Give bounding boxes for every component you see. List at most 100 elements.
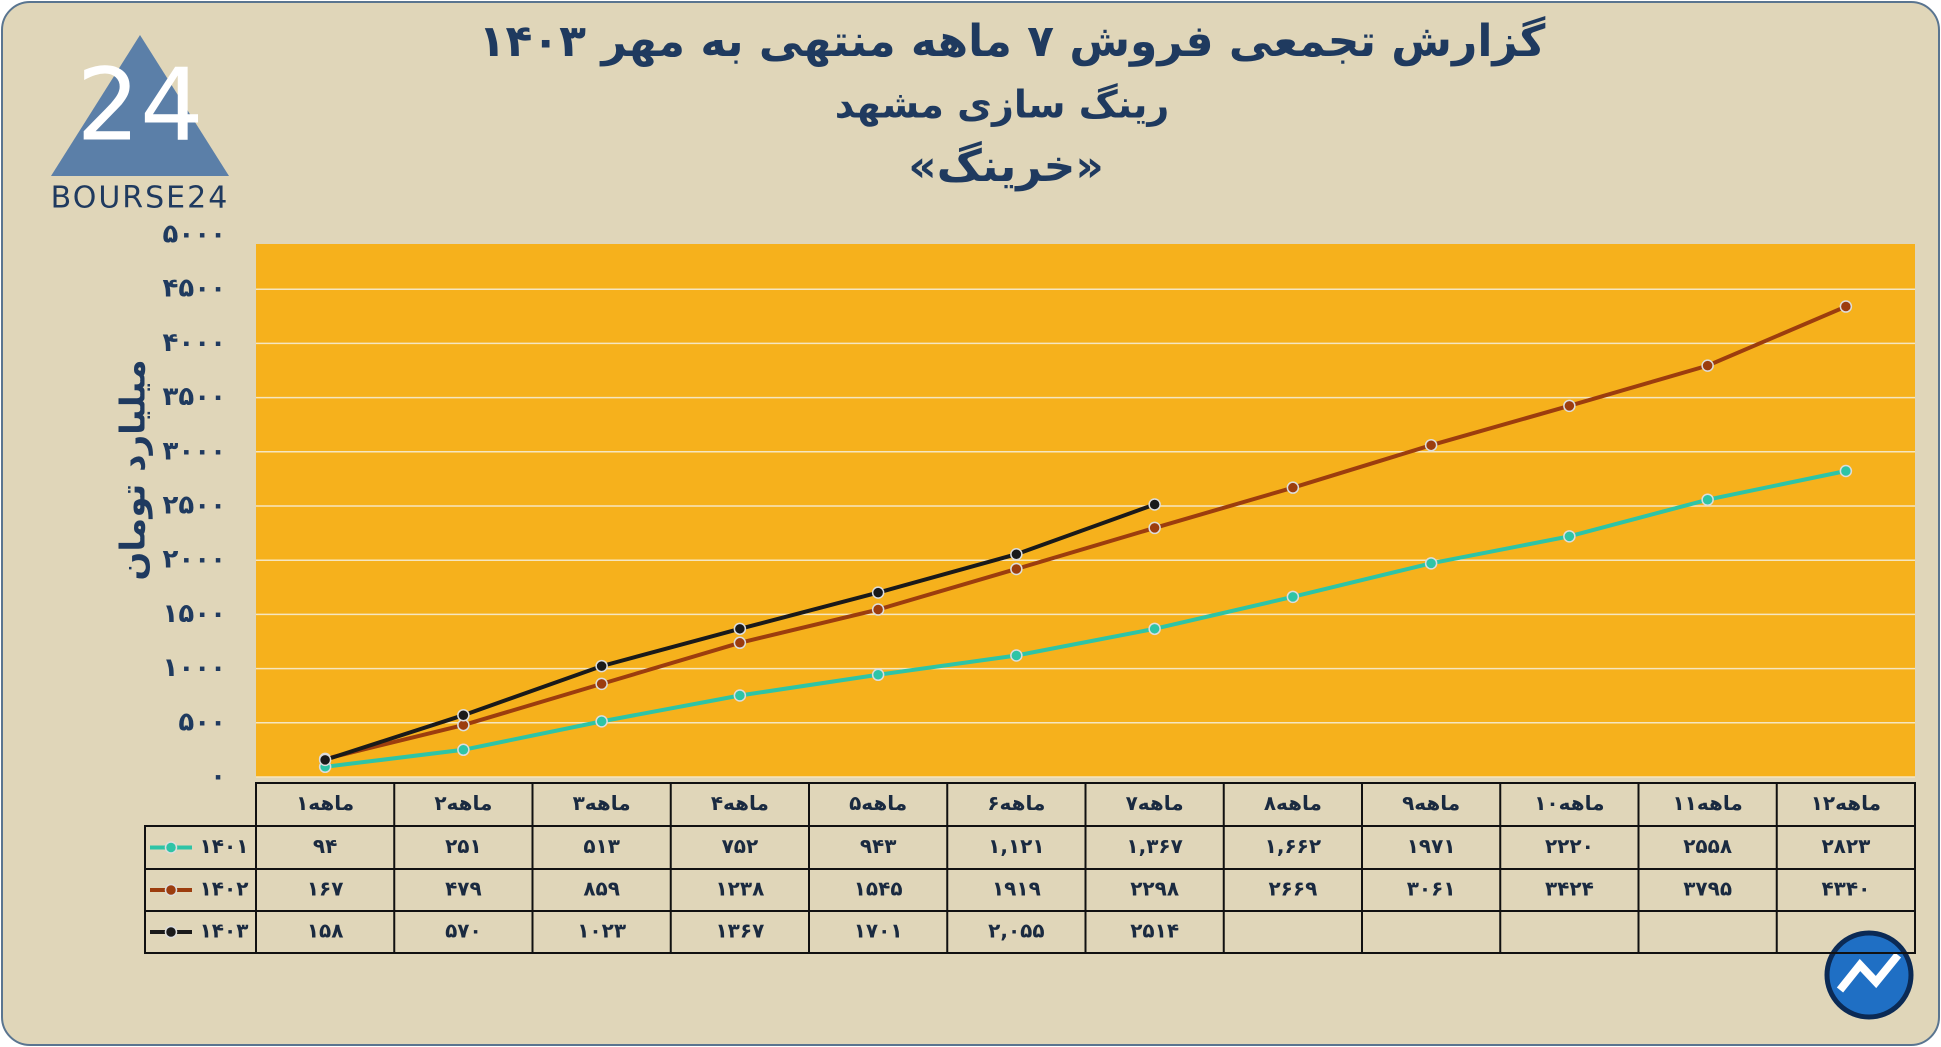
data-label: ۲۶۶۹ <box>1268 877 1317 901</box>
point-marker <box>733 636 747 650</box>
y-tick-label: ۲۵۰۰ <box>163 491 226 521</box>
data-label: ۴۷۹ <box>445 877 482 901</box>
legend-label: ۱۴۰۲ <box>200 877 249 901</box>
x-tick-label: ۹ماهه <box>1402 791 1460 815</box>
point-marker <box>871 603 885 616</box>
legend-marker <box>164 925 178 939</box>
data-label: ۲۵۱۴ <box>1130 919 1179 943</box>
x-tick-label: ۶ماهه <box>987 791 1045 815</box>
x-tick-label: ۱۱ماهه <box>1672 791 1742 815</box>
data-label: ۵۱۳ <box>583 834 620 858</box>
point-marker <box>733 622 747 636</box>
data-label: ۱۲۳۸ <box>715 877 764 901</box>
x-tick-label: ۸ماهه <box>1264 791 1322 815</box>
point-marker <box>1839 464 1853 478</box>
logo: 24 BOURSE24 <box>51 35 230 216</box>
point-marker <box>1701 359 1714 372</box>
data-label: ۱,۶۶۲ <box>1265 834 1321 858</box>
data-label: ۱۶۷ <box>307 877 344 901</box>
company-name: «خرینگ» <box>908 141 1104 192</box>
point-marker <box>595 677 608 691</box>
x-tick-label: ۷ماهه <box>1126 791 1184 815</box>
x-tick-label: ۱۰ماهه <box>1534 791 1604 815</box>
data-label: ۱۳۶۷ <box>715 919 764 943</box>
y-tick-label: ۲۰۰۰ <box>163 545 226 575</box>
y-tick-label: ۳۵۰۰ <box>163 382 226 412</box>
legend-label: ۱۴۰۳ <box>200 919 249 943</box>
point-marker <box>1010 562 1023 576</box>
data-label: ۸۵۹ <box>583 877 620 901</box>
data-label: ۹۴ <box>313 834 337 858</box>
data-label: ۲۲۲۰ <box>1545 834 1594 858</box>
x-tick-label: ۴ماهه <box>711 791 769 815</box>
data-label: ۱۵۸ <box>307 919 344 943</box>
point-marker <box>1424 438 1438 452</box>
point-marker <box>1839 300 1853 313</box>
data-label: ۱۵۴۵ <box>854 877 903 901</box>
data-label: ۹۴۳ <box>860 834 897 858</box>
data-label: ۲۸۲۳ <box>1821 834 1870 858</box>
legend-label: ۱۴۰۱ <box>200 834 249 858</box>
data-label: ۲۵۵۸ <box>1683 834 1732 858</box>
data-label: ۳۷۹۵ <box>1683 877 1732 901</box>
chart-subtitle: رینگ سازی مشهد <box>835 83 1170 127</box>
data-label: ۳۴۲۴ <box>1545 877 1594 901</box>
data-label: ۲۲۹۸ <box>1130 877 1179 901</box>
point-marker <box>1148 498 1161 511</box>
x-tick-label: ۱۲ماهه <box>1811 791 1881 815</box>
chart-title: گزارش تجمعی فروش ۷ ماهه منتهی به مهر ۱۴۰… <box>479 15 1546 67</box>
point-marker <box>1563 399 1576 413</box>
point-marker <box>1148 622 1161 636</box>
point-marker <box>733 689 747 702</box>
point-marker <box>457 708 470 722</box>
x-tick-label: ۱ماهه <box>296 791 354 815</box>
brand-icon <box>1824 930 1914 1020</box>
data-label: ۱۹۱۹ <box>992 877 1041 901</box>
data-label: ۱,۳۶۷ <box>1126 834 1182 858</box>
logo-text: BOURSE24 <box>51 181 230 216</box>
series-line <box>324 469 1847 769</box>
y-tick-label: ۵۰۰ <box>178 707 226 737</box>
point-marker <box>595 659 608 673</box>
plot-area <box>256 244 1915 777</box>
point-marker <box>1563 530 1576 543</box>
data-label: ۱۹۷۱ <box>1407 834 1456 858</box>
y-tick-label: ۴۵۰۰ <box>163 274 226 304</box>
data-label: ۱۷۰۱ <box>854 919 903 943</box>
point-marker <box>1701 493 1714 506</box>
point-marker <box>1286 590 1300 604</box>
point-marker <box>871 668 885 682</box>
legend-marker <box>164 841 178 854</box>
data-label: ۷۵۲ <box>722 834 759 858</box>
point-marker <box>457 743 470 757</box>
y-tick-label: ۵۰۰۰ <box>163 220 226 250</box>
y-tick-label: ۰ <box>210 762 226 792</box>
data-label: ۴۳۴۰ <box>1821 877 1870 901</box>
y-tick-label: ۱۰۰۰ <box>163 653 226 683</box>
y-tick-label: ۳۰۰۰ <box>163 436 226 466</box>
point-marker <box>595 715 608 728</box>
data-label: ۲,۰۵۵ <box>988 919 1044 943</box>
data-label: ۵۷۰ <box>445 919 482 943</box>
x-tick-label: ۲ماهه <box>434 791 492 815</box>
data-label: ۱,۱۲۱ <box>988 834 1044 858</box>
logo-mark: 24 <box>76 46 203 163</box>
point-marker <box>1424 557 1438 570</box>
data-label: ۱۰۲۳ <box>577 919 626 943</box>
point-marker <box>871 586 885 599</box>
y-tick-label: ۱۵۰۰ <box>163 599 226 629</box>
legend-marker <box>164 883 178 897</box>
x-tick-label: ۳ماهه <box>573 791 631 815</box>
point-marker <box>318 753 332 767</box>
point-marker <box>1010 649 1023 662</box>
point-marker <box>1148 521 1161 535</box>
y-axis-label: میلیارد تومان <box>114 359 154 580</box>
x-tick-label: ۵ماهه <box>849 791 907 815</box>
data-label: ۳۰۶۱ <box>1407 877 1456 901</box>
data-label: ۲۵۱ <box>445 834 482 858</box>
point-marker <box>1010 547 1023 561</box>
point-marker <box>1286 481 1300 494</box>
series-line <box>324 304 1847 761</box>
y-tick-label: ۴۰۰۰ <box>163 328 226 358</box>
